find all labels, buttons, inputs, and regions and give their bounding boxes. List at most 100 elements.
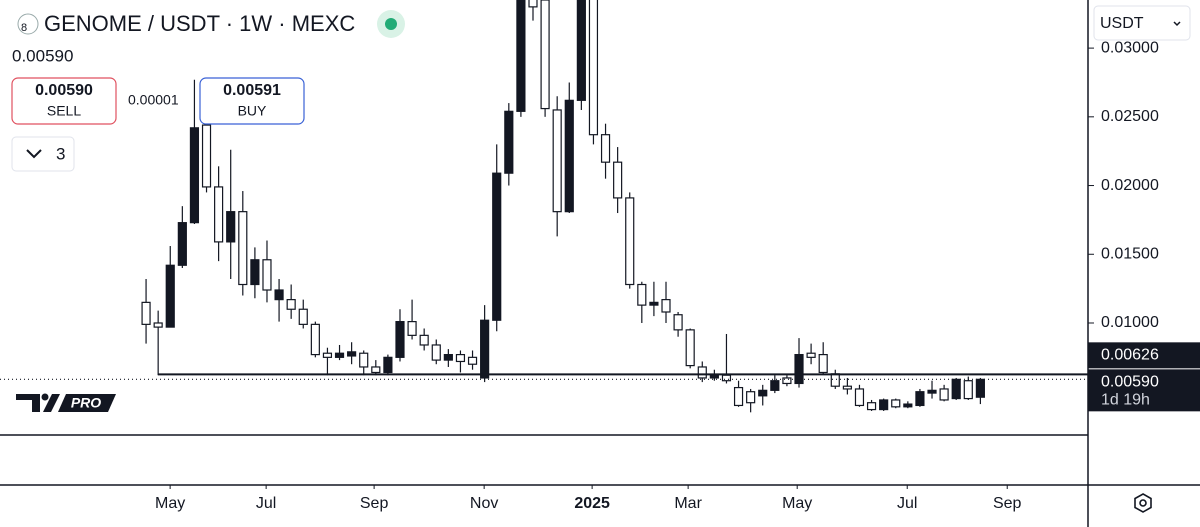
candle-body-down	[891, 399, 901, 408]
candle-body-up	[504, 110, 514, 174]
candle-body-down	[721, 374, 732, 382]
candle-body-up	[516, 0, 526, 112]
logo-text: PRO	[71, 395, 101, 411]
candle-body-up	[903, 403, 913, 408]
sell-price[interactable]: 0.00590	[35, 82, 93, 99]
candle-body-up	[274, 289, 284, 301]
x-tick-label: 2025	[574, 495, 610, 512]
y-tick-label: 0.02500	[1101, 108, 1159, 125]
currency-select[interactable]: USDT	[1093, 5, 1191, 41]
buy-button[interactable]: 0.00591 BUY	[199, 77, 305, 125]
sell-box[interactable]	[11, 77, 117, 125]
candle-body-down	[782, 377, 792, 385]
candle-body-down	[141, 301, 151, 325]
logo-mark	[41, 393, 49, 401]
y-tick-label: 0.02000	[1101, 177, 1159, 194]
logo-mark	[43, 394, 60, 412]
candle-body-down	[262, 259, 272, 291]
candle-body-up	[770, 380, 780, 391]
logo: PRO	[16, 393, 116, 412]
candle-body-down	[467, 356, 478, 365]
candle-body-down	[842, 385, 852, 390]
candle-body-up	[226, 211, 236, 243]
candle-body-down	[359, 352, 369, 368]
indicator-toggle[interactable]: 3	[11, 136, 75, 172]
plot-area	[141, 0, 985, 413]
candle-body-down	[963, 380, 973, 400]
chevron	[26, 149, 42, 159]
candle-body-down	[552, 109, 562, 213]
candle-body-down	[588, 0, 599, 136]
sell-label[interactable]: SELL	[47, 103, 81, 119]
candle-body-up	[794, 353, 804, 385]
candle-body-up	[915, 391, 925, 407]
candle-body-up	[576, 0, 586, 101]
y-tick-label: 0.01500	[1101, 245, 1159, 262]
candle-body-down	[371, 366, 381, 374]
candle-body-up	[927, 389, 937, 394]
candle-body-down	[286, 299, 296, 310]
settings-button[interactable]	[1134, 493, 1152, 513]
currency-box[interactable]	[1093, 5, 1191, 41]
chart-title: GENOME / USDT · 1W · MEXC	[44, 11, 355, 36]
x-tick-label: Sep	[993, 495, 1022, 512]
symbol-icon-glyph: 8	[21, 22, 27, 34]
candle-body-down	[806, 352, 816, 358]
y-tick-label: 0.03000	[1101, 39, 1159, 56]
candle-body-down	[214, 186, 224, 243]
candle-body-down	[322, 352, 333, 358]
last-price: 0.00590	[12, 46, 73, 65]
x-tick-label: Jul	[897, 495, 917, 512]
x-tick-label: Nov	[470, 495, 498, 512]
buy-label[interactable]: BUY	[238, 103, 267, 119]
logo-mark	[16, 394, 40, 412]
candle-body-down	[939, 388, 949, 401]
candle-body-down	[733, 386, 744, 407]
indicator-box[interactable]	[11, 136, 75, 172]
candle-body-down	[455, 353, 466, 363]
candle-body-down	[866, 402, 877, 411]
candle-body-down	[540, 0, 550, 110]
price-label: 0.00590	[1101, 374, 1159, 391]
chevron	[1173, 21, 1181, 27]
candle-body-down	[407, 321, 417, 336]
candle-body-down	[697, 366, 707, 379]
price-label: 0.00626	[1101, 347, 1159, 364]
candle-body-up	[250, 259, 260, 286]
buy-box[interactable]	[199, 77, 305, 125]
buy-price[interactable]: 0.00591	[223, 82, 281, 99]
candle-body-up	[758, 389, 768, 397]
candle-body-up	[443, 353, 453, 361]
candle-body-down	[673, 314, 683, 331]
price-label-note: 1d 19h	[1101, 392, 1150, 409]
candle-body-down	[298, 308, 308, 325]
candle-body-up	[649, 301, 659, 306]
indicator-count[interactable]: 3	[56, 144, 65, 163]
y-tick-label: 0.01000	[1101, 314, 1159, 331]
candle-body-up	[334, 352, 345, 358]
settings-icon	[1139, 499, 1147, 507]
x-tick-label: May	[155, 495, 185, 512]
candle-body-down	[746, 391, 756, 404]
settings-icon[interactable]	[1134, 493, 1152, 513]
candle-body-up	[165, 264, 175, 328]
candle-body-up	[975, 378, 985, 398]
x-tick-label: Sep	[360, 495, 389, 512]
y-axis: 0.01000 0.01500 0.02000 0.02500 0.03000	[1088, 39, 1159, 331]
candle-body-up	[189, 127, 200, 224]
sell-button[interactable]: 0.00590 SELL	[11, 77, 117, 125]
currency[interactable]: USDT	[1100, 15, 1144, 32]
candle-body-up	[492, 172, 502, 321]
candle-body-down	[238, 211, 248, 286]
candle-body-down	[201, 124, 212, 188]
candle-body-down	[310, 323, 320, 356]
candle-body-up	[383, 356, 393, 374]
candle-body-down	[528, 0, 538, 8]
x-tick-label: Jul	[256, 495, 276, 512]
candle-body-down	[830, 373, 840, 387]
candle-body-up	[177, 222, 187, 266]
price-label-box	[1088, 342, 1200, 369]
